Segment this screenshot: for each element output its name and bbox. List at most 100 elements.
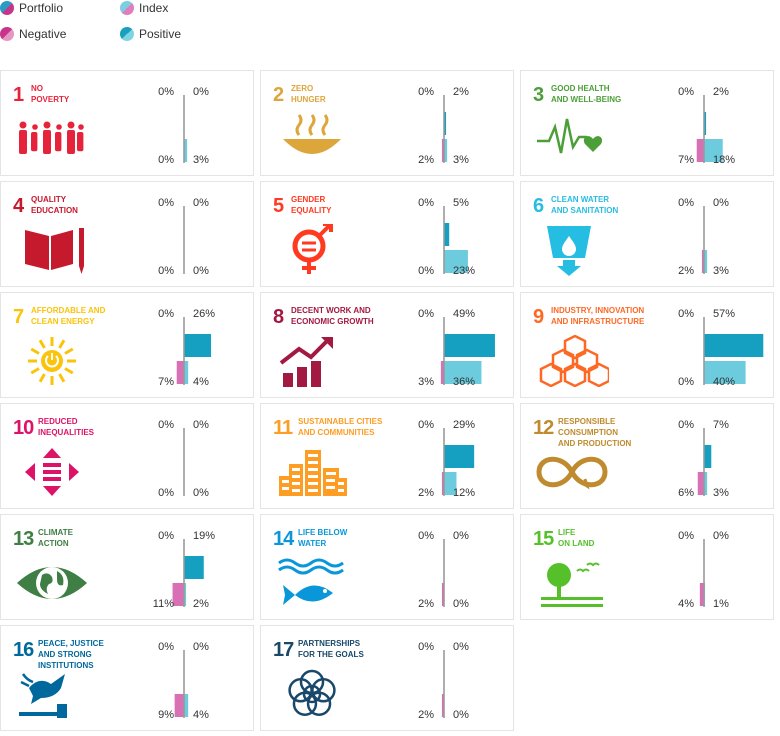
index-negative-label: 3% bbox=[418, 376, 434, 388]
goal-bar-chart: 0% 7% 6% 3% bbox=[678, 419, 729, 499]
negative-legend-swatch-icon bbox=[0, 27, 14, 41]
index-negative-bar bbox=[441, 694, 444, 717]
goal-title: RESPONSIBLE CONSUMPTION AND PRODUCTION bbox=[558, 417, 632, 448]
portfolio-positive-label: 2% bbox=[453, 86, 469, 98]
index-negative-label: 4% bbox=[678, 598, 694, 610]
rings-icon bbox=[288, 669, 336, 716]
index-positive-bar bbox=[704, 250, 708, 273]
sdg-card-11: 11 SUSTAINABLE CITIES AND COMMUNITIES 0% 29… bbox=[260, 403, 514, 509]
portfolio-negative-label: 0% bbox=[678, 86, 694, 98]
index-positive-bar bbox=[444, 472, 457, 495]
portfolio-negative-label: 0% bbox=[678, 530, 694, 542]
sdg-card-16: 16 PEACE, JUSTICE AND STRONG INSTITUTIONS… bbox=[0, 625, 254, 731]
portfolio-positive-label: 0% bbox=[193, 419, 209, 431]
index-negative-label: 2% bbox=[418, 598, 434, 610]
index-negative-label: 0% bbox=[418, 265, 434, 277]
portfolio-positive-label: 0% bbox=[453, 641, 469, 653]
index-negative-bar bbox=[174, 694, 184, 717]
portfolio-negative-label: 0% bbox=[418, 308, 434, 320]
index-negative-label: 0% bbox=[158, 487, 174, 499]
goal-title: GOOD HEALTH AND WELL-BEING bbox=[551, 84, 622, 104]
portfolio-positive-label: 29% bbox=[453, 419, 475, 431]
index-positive-label: 0% bbox=[193, 487, 209, 499]
index-positive-label: 0% bbox=[193, 265, 209, 277]
index-positive-bar bbox=[704, 472, 708, 495]
legend-label-portfolio: Portfolio bbox=[19, 1, 64, 15]
portfolio-positive-bar bbox=[704, 445, 712, 468]
portfolio-positive-label: 57% bbox=[713, 308, 735, 320]
goal-title: PEACE, JUSTICE AND STRONG INSTITUTIONS bbox=[38, 639, 104, 670]
goal-title: CLIMATE ACTION bbox=[38, 528, 73, 548]
goal-bar-chart: 0% 57% 0% 40% bbox=[678, 308, 764, 388]
portfolio-positive-label: 5% bbox=[453, 197, 469, 209]
growth-chart-icon bbox=[279, 337, 333, 387]
index-negative-label: 2% bbox=[418, 154, 434, 166]
index-negative-bar bbox=[441, 583, 444, 606]
index-negative-label: 7% bbox=[678, 154, 694, 166]
legend-item-negative: Negative bbox=[0, 27, 66, 41]
index-negative-bar bbox=[441, 472, 444, 495]
sdg-card-1: 1 NO POVERTY 0% 0% 0% 3% bbox=[0, 70, 254, 176]
portfolio-negative-label: 0% bbox=[158, 86, 174, 98]
index-positive-label: 4% bbox=[193, 376, 209, 388]
portfolio-negative-label: 0% bbox=[158, 308, 174, 320]
goal-number: 7 bbox=[13, 306, 24, 328]
book-pencil-icon bbox=[25, 228, 84, 274]
portfolio-positive-label: 49% bbox=[453, 308, 475, 320]
goal-number: 2 bbox=[273, 84, 284, 106]
goal-title: AFFORDABLE AND CLEAN ENERGY bbox=[31, 306, 106, 326]
goal-bar-chart: 0% 5% 0% 23% bbox=[418, 197, 475, 277]
index-positive-label: 4% bbox=[193, 709, 209, 721]
index-negative-bar bbox=[697, 472, 704, 495]
goal-bar-chart: 0% 0% 9% 4% bbox=[158, 641, 209, 721]
goal-bar-chart: 0% 0% 0% 0% bbox=[158, 197, 209, 277]
index-negative-label: 0% bbox=[158, 265, 174, 277]
portfolio-negative-label: 0% bbox=[418, 197, 434, 209]
portfolio-positive-label: 7% bbox=[713, 419, 729, 431]
index-negative-bar bbox=[696, 139, 704, 162]
portfolio-legend-swatch-icon bbox=[0, 1, 14, 15]
heartbeat-icon bbox=[537, 118, 603, 154]
sdg-card-5: 5 GENDER EQUALITY 0% 5% 0% 23% bbox=[260, 181, 514, 287]
index-positive-bar bbox=[184, 694, 189, 717]
index-positive-label: 3% bbox=[453, 154, 469, 166]
portfolio-positive-bar bbox=[444, 112, 447, 135]
legend-label-positive: Positive bbox=[139, 27, 182, 41]
portfolio-positive-label: 19% bbox=[193, 530, 215, 542]
legend-item-portfolio: Portfolio bbox=[0, 1, 63, 15]
index-positive-label: 36% bbox=[453, 376, 475, 388]
index-negative-label: 2% bbox=[678, 265, 694, 277]
portfolio-positive-bar bbox=[184, 556, 204, 579]
goal-title: LIFE ON LAND bbox=[558, 528, 595, 548]
positive-legend-swatch-icon bbox=[120, 27, 134, 41]
index-positive-bar bbox=[444, 139, 448, 162]
goal-number: 16 bbox=[13, 639, 34, 661]
portfolio-negative-label: 0% bbox=[158, 419, 174, 431]
index-positive-label: 18% bbox=[713, 154, 735, 166]
goal-number: 4 bbox=[13, 195, 24, 217]
goal-bar-chart: 0% 0% 4% 1% bbox=[678, 530, 729, 610]
sdg-card-10: 10 REDUCED INEQUALITIES 0% 0% 0% 0% bbox=[0, 403, 254, 509]
index-legend-swatch-icon bbox=[120, 1, 134, 15]
legend-label-negative: Negative bbox=[19, 27, 67, 41]
sdg-card-4: 4 QUALITY EDUCATION 0% 0% 0% 0% bbox=[0, 181, 254, 287]
goal-bar-chart: 0% 2% 2% 3% bbox=[418, 86, 469, 166]
goal-bar-chart: 0% 2% 7% 18% bbox=[678, 86, 735, 166]
portfolio-positive-bar bbox=[444, 334, 495, 357]
index-positive-label: 23% bbox=[453, 265, 475, 277]
goal-number: 17 bbox=[273, 639, 294, 661]
portfolio-positive-label: 0% bbox=[193, 641, 209, 653]
portfolio-positive-label: 0% bbox=[193, 197, 209, 209]
index-positive-bar bbox=[444, 361, 482, 384]
goal-bar-chart: 0% 0% 2% 0% bbox=[418, 641, 469, 721]
legend-item-index: Index bbox=[120, 1, 168, 15]
tree-birds-icon bbox=[541, 562, 603, 607]
goal-title: PARTNERSHIPS FOR THE GOALS bbox=[298, 639, 364, 659]
index-negative-bar bbox=[440, 361, 444, 384]
goal-number: 13 bbox=[13, 528, 34, 550]
index-negative-bar bbox=[699, 583, 704, 606]
index-negative-bar bbox=[172, 583, 184, 606]
index-negative-label: 7% bbox=[158, 376, 174, 388]
sdg-card-3: 3 GOOD HEALTH AND WELL-BEING 0% 2% 7% 18% bbox=[520, 70, 774, 176]
goal-title: LIFE BELOW WATER bbox=[298, 528, 348, 548]
